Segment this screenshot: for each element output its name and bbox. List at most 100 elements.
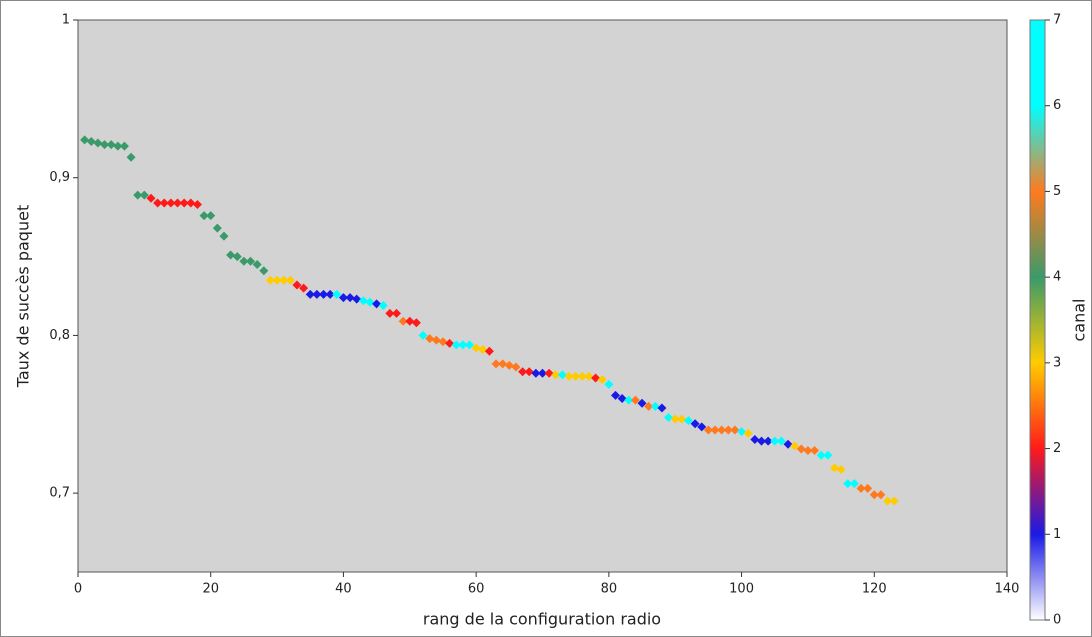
- x-tick-label: 60: [468, 582, 485, 597]
- point: [319, 289, 329, 299]
- point: [644, 401, 654, 411]
- point: [159, 198, 169, 208]
- colorbar-tick-label: 6: [1053, 98, 1061, 113]
- point: [305, 289, 315, 299]
- point: [816, 450, 826, 460]
- point: [219, 231, 229, 241]
- point: [199, 211, 209, 221]
- point: [299, 283, 309, 293]
- point: [425, 334, 435, 344]
- point: [345, 293, 355, 303]
- colorbar-tick-label: 3: [1053, 355, 1061, 370]
- point: [849, 479, 859, 489]
- point: [650, 401, 660, 411]
- point: [106, 140, 116, 150]
- point: [292, 280, 302, 290]
- point: [869, 490, 879, 500]
- point: [186, 198, 196, 208]
- point: [823, 450, 833, 460]
- point: [179, 198, 189, 208]
- point: [630, 395, 640, 405]
- colorbar-tick-label: 0: [1053, 613, 1061, 628]
- point: [272, 275, 282, 285]
- point: [683, 416, 693, 426]
- point: [863, 483, 873, 493]
- point: [80, 135, 90, 145]
- point: [591, 373, 601, 383]
- point: [690, 419, 700, 429]
- point: [338, 293, 348, 303]
- point: [597, 375, 607, 385]
- y-tick-label: 0,8: [49, 328, 70, 343]
- colorbar-label: canal: [1070, 299, 1089, 342]
- point: [763, 436, 773, 446]
- point: [584, 371, 594, 381]
- point: [803, 446, 813, 456]
- point: [166, 198, 176, 208]
- point: [617, 394, 627, 404]
- point: [717, 425, 727, 435]
- point: [93, 138, 103, 148]
- point: [471, 343, 481, 353]
- point: [883, 496, 893, 506]
- point: [810, 446, 820, 456]
- point: [484, 346, 494, 356]
- point: [312, 289, 322, 299]
- point: [491, 359, 501, 369]
- point: [670, 414, 680, 424]
- y-tick-label: 0,9: [49, 170, 70, 185]
- point: [557, 370, 567, 380]
- point: [677, 414, 687, 424]
- point: [465, 340, 475, 350]
- colorbar-tick-label: 4: [1053, 270, 1061, 285]
- point: [776, 436, 786, 446]
- x-tick-label: 140: [995, 582, 1020, 597]
- point: [737, 427, 747, 437]
- point: [538, 368, 547, 378]
- y-tick-label: 0,7: [49, 486, 70, 501]
- y-axis-label: Taux de succès paquet: [14, 205, 33, 388]
- x-tick-label: 100: [729, 582, 754, 597]
- point: [113, 141, 123, 151]
- point: [206, 211, 216, 221]
- point: [365, 297, 375, 307]
- point: [431, 335, 441, 345]
- point: [100, 140, 110, 150]
- point: [392, 308, 402, 318]
- point: [730, 425, 740, 435]
- point: [610, 390, 620, 400]
- point: [285, 275, 295, 285]
- x-axis-label: rang de la configuration radio: [423, 610, 661, 629]
- point: [445, 338, 455, 348]
- point: [750, 435, 760, 445]
- point: [378, 300, 388, 310]
- point: [139, 190, 149, 200]
- x-tick-label: 20: [202, 582, 219, 597]
- plot-area: [77, 19, 1008, 573]
- point: [405, 316, 415, 326]
- point: [259, 266, 269, 276]
- point: [133, 190, 143, 200]
- point: [571, 371, 581, 381]
- point: [551, 370, 561, 380]
- point: [385, 308, 395, 318]
- point: [332, 289, 342, 299]
- point: [398, 316, 408, 326]
- point: [173, 198, 183, 208]
- point: [246, 256, 256, 266]
- point: [126, 152, 136, 162]
- colorbar-tick-label: 5: [1053, 184, 1061, 199]
- point: [703, 425, 713, 435]
- point: [564, 371, 574, 381]
- point: [577, 371, 587, 381]
- point: [604, 379, 614, 389]
- point: [544, 368, 554, 378]
- point: [239, 256, 249, 266]
- point: [756, 436, 766, 446]
- point: [438, 337, 448, 347]
- point: [212, 223, 222, 233]
- point: [723, 425, 733, 435]
- point: [524, 367, 534, 377]
- point: [829, 463, 839, 473]
